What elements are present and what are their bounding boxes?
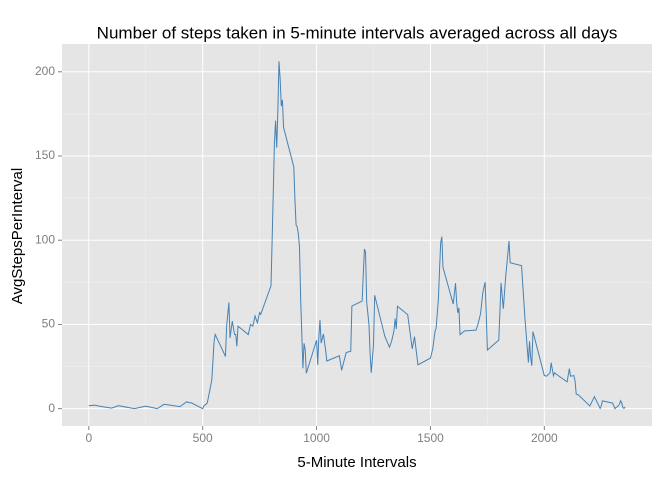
chart-title: Number of steps taken in 5-minute interv… <box>97 23 618 42</box>
x-tick-label: 1000 <box>303 431 330 445</box>
x-tick-label: 1500 <box>417 431 444 445</box>
y-tick-label: 0 <box>48 401 55 415</box>
y-tick-label: 100 <box>35 232 55 246</box>
x-tick-label: 500 <box>193 431 213 445</box>
x-tick-label: 2000 <box>531 431 558 445</box>
data-line <box>88 61 626 410</box>
x-tick-label: 0 <box>85 431 92 445</box>
y-tick-label: 150 <box>35 148 55 162</box>
y-tick-label: 50 <box>42 317 56 331</box>
x-axis-label: 5-Minute Intervals <box>297 454 416 471</box>
y-axis-label: AvgStepsPerInterval <box>9 168 26 304</box>
plot-background <box>62 44 652 426</box>
y-tick-label: 200 <box>35 64 55 78</box>
